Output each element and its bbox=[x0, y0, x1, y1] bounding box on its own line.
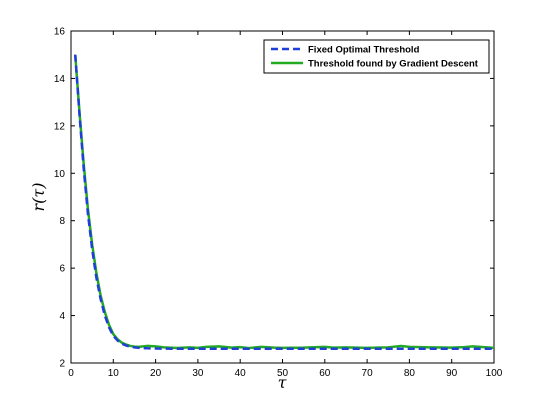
y-tick-label: 2 bbox=[59, 359, 65, 370]
x-tick-label: 40 bbox=[235, 368, 247, 379]
y-tick-label: 12 bbox=[54, 121, 66, 132]
y-axis-label: r(τ) bbox=[29, 183, 48, 212]
x-tick-label: 0 bbox=[68, 368, 74, 379]
legend-label-fixed: Fixed Optimal Threshold bbox=[308, 45, 420, 56]
x-tick-label: 20 bbox=[150, 368, 162, 379]
x-tick-label: 100 bbox=[486, 368, 503, 379]
y-tick-label: 6 bbox=[59, 264, 65, 275]
x-tick-label: 80 bbox=[404, 368, 416, 379]
x-tick-label: 90 bbox=[446, 368, 458, 379]
y-tick-label: 4 bbox=[59, 311, 65, 322]
x-tick-label: 70 bbox=[362, 368, 374, 379]
x-axis-label: τ bbox=[278, 373, 288, 392]
y-tick-label: 8 bbox=[59, 216, 65, 227]
legend-box bbox=[263, 39, 490, 74]
x-tick-label: 30 bbox=[192, 368, 204, 379]
legend: Fixed Optimal Threshold Threshold found … bbox=[263, 39, 490, 74]
x-tick-label: 50 bbox=[277, 368, 289, 379]
axis-ticks: 0 10 20 30 40 50 60 70 80 90 100 2 4 6 8 10 12 14 16 bbox=[54, 27, 503, 380]
y-tick-label: 14 bbox=[54, 74, 66, 85]
x-tick-label: 10 bbox=[108, 368, 120, 379]
series-line-fixed-optimal-threshold bbox=[73, 54, 494, 351]
y-tick-label: 16 bbox=[54, 27, 66, 38]
y-tick-label: 10 bbox=[54, 169, 66, 180]
series-group bbox=[73, 54, 495, 351]
legend-label-gradient: Threshold found by Gradient Descent bbox=[308, 59, 479, 70]
plot-area bbox=[70, 30, 495, 364]
x-tick-label: 60 bbox=[319, 368, 331, 379]
